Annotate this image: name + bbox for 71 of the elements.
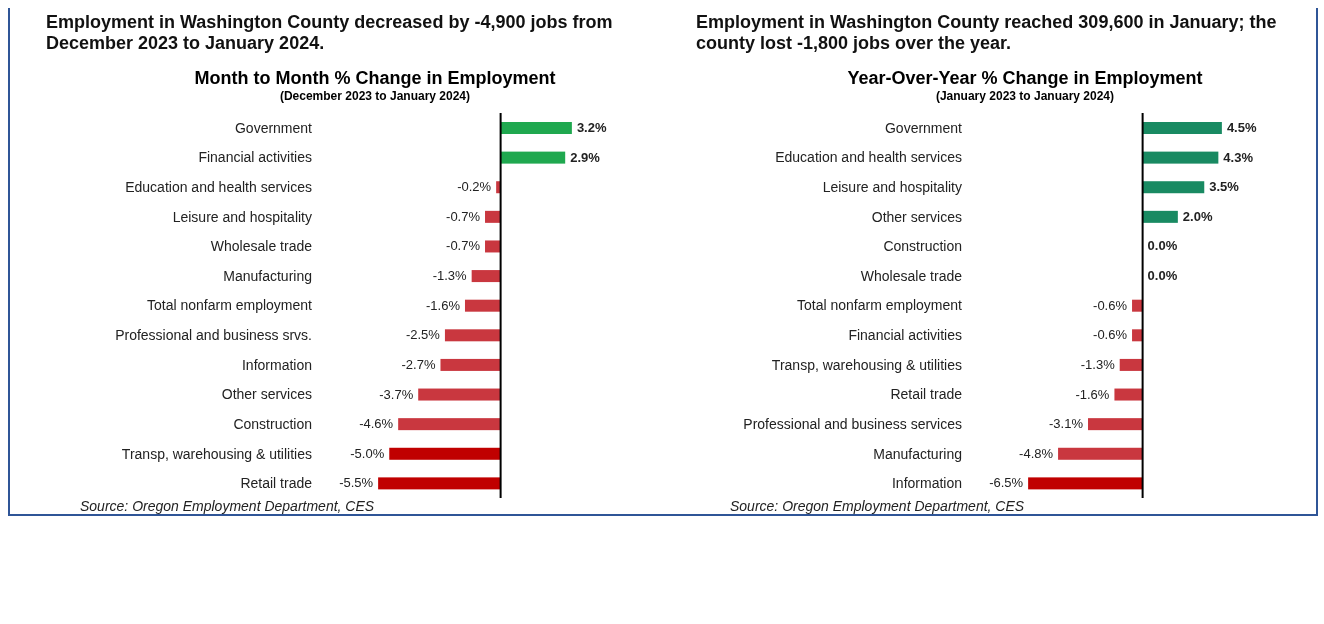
data-label: -0.6% xyxy=(1093,327,1128,343)
bar xyxy=(1088,418,1143,431)
data-label: -5.0% xyxy=(350,445,385,461)
data-label: -6.5% xyxy=(989,475,1024,491)
data-label: -0.7% xyxy=(446,208,481,224)
data-label: -3.7% xyxy=(379,386,414,402)
data-label: 3.2% xyxy=(576,120,607,135)
data-label: 4.3% xyxy=(1223,149,1254,165)
y-tick-label: Wholesale trade xyxy=(860,267,963,284)
bar xyxy=(1132,299,1143,312)
y-tick-label: Education and health services xyxy=(125,179,312,196)
y-tick-label: Government xyxy=(234,119,313,136)
y-tick-label: Government xyxy=(884,119,963,136)
text: (December 2023 to January 2024) xyxy=(278,89,472,103)
data-label: -0.6% xyxy=(1093,297,1128,313)
data-label: -1.3% xyxy=(432,268,468,284)
y-tick-label: Leisure and hospitality xyxy=(172,208,312,225)
y-tick-label: Leisure and hospitality xyxy=(822,179,962,196)
bar xyxy=(1142,122,1222,134)
y-tick-label: Financial activities xyxy=(198,149,312,166)
data-label: 3.5% xyxy=(1209,179,1240,195)
chart-title: Employment in Washington County decreased by -4,900 jobs from December 2023 to January 2024. xyxy=(45,11,614,55)
y-tick-label: Retail trade xyxy=(890,386,963,403)
chart-subtitle: Month to Month % Change in Employment xyxy=(193,68,557,89)
data-label: -1.3% xyxy=(1080,356,1116,372)
y-tick-label: Construction xyxy=(233,415,312,432)
y-tick-label: Other services xyxy=(221,386,312,403)
bar xyxy=(1028,477,1143,490)
data-label: -0.7% xyxy=(446,238,481,254)
data-label: 0.0% xyxy=(1147,238,1178,254)
data-label: -4.8% xyxy=(1019,445,1054,461)
chart-subtitle: Year-Over-Year % Change in Employment xyxy=(846,68,1204,89)
data-label: -3.1% xyxy=(1049,416,1084,432)
bar xyxy=(1132,329,1143,342)
y-tick-label: Retail trade xyxy=(240,475,313,492)
y-tick-label: Information xyxy=(241,356,312,373)
y-tick-label: Other services xyxy=(871,208,962,225)
source-note: Source: Oregon Employment Department, CES xyxy=(79,498,376,514)
bar xyxy=(1058,447,1143,460)
chart-title: Employment in Washington County reached 309,600 in January; the county lost -1,800 jobs over the year. xyxy=(695,11,1278,55)
y-tick-label: Total nonfarm employment xyxy=(797,297,963,314)
data-label: -1.6% xyxy=(426,297,461,313)
bar xyxy=(1142,210,1178,223)
data-label: 2.0% xyxy=(1182,208,1213,224)
data-label: 0.0% xyxy=(1147,268,1178,284)
data-label: -2.5% xyxy=(405,327,441,343)
data-label: -1.6% xyxy=(1075,386,1110,402)
data-label: 2.9% xyxy=(570,149,601,165)
data-label: 4.5% xyxy=(1226,120,1257,135)
y-tick-label: Professional and business srvs. xyxy=(115,327,312,344)
y-tick-label: Manufacturing xyxy=(873,445,962,462)
y-tick-label: Total nonfarm employment xyxy=(147,297,313,314)
text: (January 2023 to January 2024) xyxy=(934,89,1116,103)
y-tick-label: Professional and business services xyxy=(743,415,962,432)
bar xyxy=(1114,388,1143,401)
data-label: -0.2% xyxy=(457,179,492,195)
y-tick-label: Education and health services xyxy=(775,149,962,166)
y-tick-label: Financial activities xyxy=(848,327,962,344)
y-tick-label: Transp, warehousing & utilities xyxy=(771,356,962,373)
y-tick-label: Wholesale trade xyxy=(210,238,313,255)
y-tick-label: Information xyxy=(891,475,962,492)
source-note: Source: Oregon Employment Department, CES xyxy=(729,498,1026,514)
y-tick-label: Transp, warehousing & utilities xyxy=(121,445,312,462)
data-label: -2.7% xyxy=(401,356,436,372)
bar xyxy=(1142,181,1205,194)
y-tick-label: Construction xyxy=(883,238,962,255)
bar xyxy=(1119,358,1143,371)
bar xyxy=(1142,151,1219,164)
y-tick-label: Manufacturing xyxy=(223,267,312,284)
data-label: -4.6% xyxy=(359,416,394,432)
data-label: -5.5% xyxy=(339,475,374,491)
